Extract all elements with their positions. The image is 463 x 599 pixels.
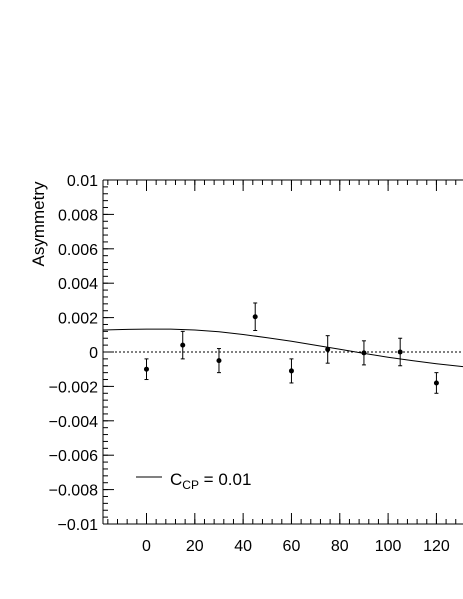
y-axis-label: Asymmetry — [29, 181, 48, 267]
x-tick-label: 100 — [375, 538, 402, 555]
axis-ticks: 0.01 0.008 0.006 0.004 0.002 0 −0.002 −0.004 −0.… — [49, 173, 457, 555]
data-point — [143, 366, 149, 372]
data-point — [252, 314, 258, 320]
data-point — [216, 358, 222, 364]
y-tick-label: 0.006 — [58, 242, 98, 259]
x-tick-label: 0 — [142, 538, 151, 555]
x-tick-label: 60 — [283, 538, 301, 555]
x-tick-label: 80 — [331, 538, 349, 555]
y-tick-label: 0 — [89, 345, 98, 362]
legend: CCP = 0.01 — [136, 470, 251, 492]
x-tick-label: 20 — [186, 538, 204, 555]
y-tick-label: −0.01 — [58, 517, 99, 534]
data-point — [288, 368, 294, 374]
data-point — [433, 380, 439, 386]
data-point — [361, 350, 367, 356]
y-tick-label: −0.004 — [49, 414, 98, 431]
y-tick-label: 0.008 — [58, 207, 98, 224]
y-tick-label: −0.002 — [49, 379, 98, 396]
x-tick-label: 120 — [423, 538, 450, 555]
data-point — [180, 342, 186, 348]
ccp-curve-line — [102, 328, 463, 368]
data-points — [143, 302, 439, 394]
y-tick-label: 0.004 — [58, 276, 98, 293]
y-tick-label: −0.006 — [49, 448, 98, 465]
data-point — [397, 349, 403, 355]
legend-label: CCP = 0.01 — [170, 470, 251, 492]
y-tick-label: 0.002 — [58, 311, 98, 328]
y-tick-label: −0.008 — [49, 483, 98, 500]
ccp-curve — [102, 328, 463, 368]
x-tick-label: 40 — [234, 538, 252, 555]
y-tick-label: 0.01 — [67, 173, 98, 190]
data-point — [325, 346, 331, 352]
